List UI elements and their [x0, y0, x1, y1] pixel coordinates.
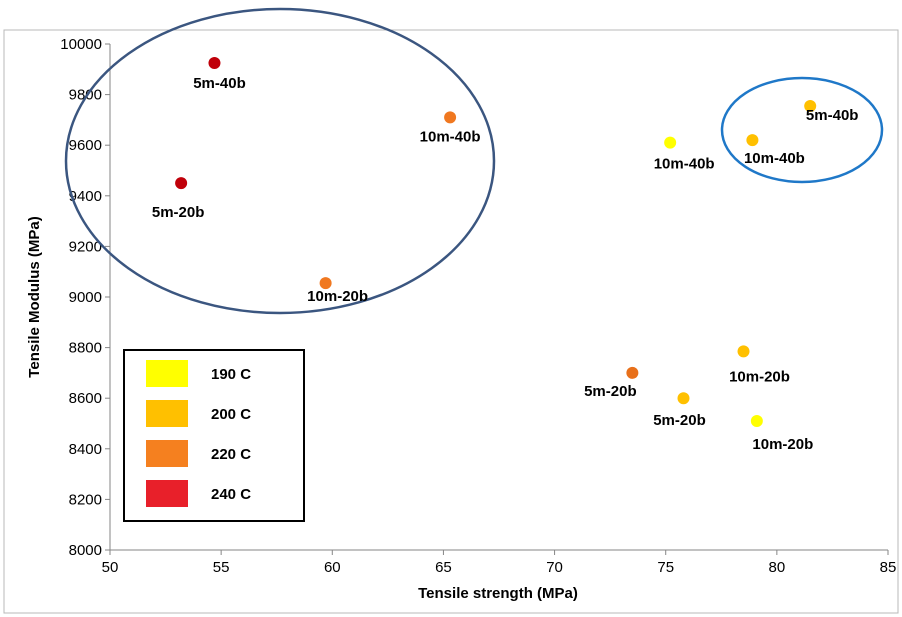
data-point	[737, 345, 750, 358]
data-labels: 5m-40b 5m-20b 10m-40b 10m-20b 5m-20b 10m-40b 1…	[152, 75, 859, 453]
legend-swatch	[146, 480, 188, 507]
data-points	[175, 56, 817, 427]
y-tick-label: 8800	[69, 340, 102, 357]
legend-label: 240 C	[211, 486, 251, 503]
data-label: 5m-20b	[584, 383, 637, 400]
data-point	[319, 277, 332, 290]
x-tick-label: 65	[435, 559, 452, 576]
data-label: 10m-20b	[729, 368, 790, 385]
data-point	[750, 414, 763, 427]
data-label: 10m-40b	[744, 150, 805, 167]
x-tick-label: 85	[880, 559, 897, 576]
y-tick-label: 10000	[60, 36, 102, 53]
data-point	[175, 177, 188, 190]
data-point	[746, 134, 759, 147]
legend-label: 190 C	[211, 366, 251, 383]
data-point	[804, 99, 817, 112]
chart-frame	[3, 29, 899, 614]
group-ellipse-left	[64, 7, 496, 315]
annotation-ellipses	[64, 7, 884, 315]
y-tick-label: 9400	[69, 188, 102, 205]
group-ellipse-right	[720, 76, 884, 184]
x-axis-title: Tensile strength (MPa)	[418, 585, 578, 602]
y-tick-label: 8000	[69, 542, 102, 559]
x-tick-label: 80	[769, 559, 786, 576]
legend-label: 200 C	[211, 406, 251, 423]
data-label: 10m-40b	[654, 156, 715, 173]
legend-swatch	[146, 360, 188, 387]
x-tick-label: 55	[213, 559, 230, 576]
axes-group: 8000 8200 8400 8600 8800 9000 9200 9400 9600 9800…	[60, 36, 896, 576]
legend-swatch	[146, 400, 188, 427]
x-tick-label: 50	[102, 559, 119, 576]
data-point	[444, 111, 457, 124]
data-point	[626, 366, 639, 379]
y-axis-title: Tensile Modulus (MPa)	[26, 216, 43, 377]
x-tick-label: 70	[546, 559, 563, 576]
data-point	[664, 136, 677, 149]
legend-label: 220 C	[211, 446, 251, 463]
data-label: 5m-20b	[152, 204, 205, 221]
data-label: 5m-20b	[653, 412, 706, 429]
data-point	[208, 56, 221, 69]
data-label: 5m-40b	[806, 107, 859, 124]
y-tick-label: 8600	[69, 390, 102, 407]
data-label: 5m-40b	[193, 75, 246, 92]
data-label: 10m-20b	[752, 436, 813, 453]
y-tick-label: 8400	[69, 441, 102, 458]
y-tick-label: 9000	[69, 289, 102, 306]
x-tick-label: 60	[324, 559, 341, 576]
data-label: 10m-40b	[420, 128, 481, 145]
y-tick-label: 9800	[69, 87, 102, 104]
data-point	[677, 392, 690, 405]
y-tick-label: 8200	[69, 491, 102, 508]
legend: 190 C 200 C 220 C 240 C	[123, 349, 305, 522]
legend-swatch	[146, 440, 188, 467]
data-label: 10m-20b	[307, 288, 368, 305]
y-tick-label: 9200	[69, 238, 102, 255]
x-tick-label: 75	[657, 559, 674, 576]
y-tick-label: 9600	[69, 137, 102, 154]
